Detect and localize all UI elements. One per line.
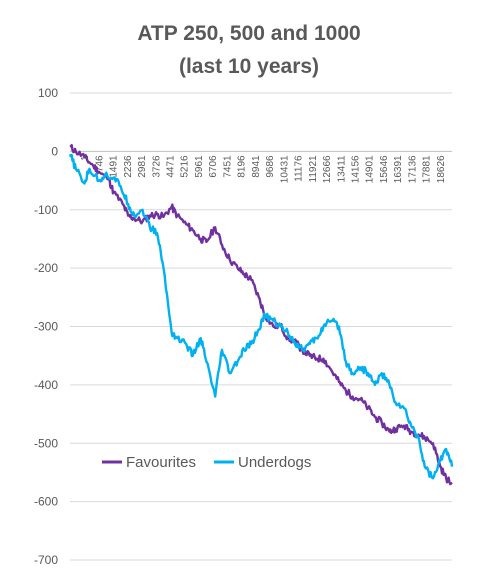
y-tick-label: 0 [51,144,58,158]
y-tick-label: -300 [34,320,58,334]
y-tick-label: -400 [34,378,58,392]
x-tick-label: 14901 [365,155,376,183]
chart-title-line: (last 10 years) [179,55,319,78]
series-line-underdogs [68,153,454,480]
series-line-favourites [69,144,453,486]
x-tick-label: 8196 [237,155,248,178]
x-tick-label: 11176 [294,155,305,182]
chart-title: ATP 250, 500 and 1000 (last 10 years) [137,22,360,78]
x-tick-label: 13411 [336,155,347,183]
legend-label: Underdogs [238,454,311,471]
x-tick-label: 5961 [194,155,205,178]
legend-label: Favourites [126,454,196,471]
x-tick-label: 18626 [436,155,447,183]
x-tick-label: 3726 [151,155,162,178]
x-tick-label: 8941 [251,155,262,178]
y-tick-label: -500 [34,436,58,450]
legend: Favourites Underdogs [102,454,311,471]
x-tick-label: 2236 [123,155,134,178]
x-tick-label: 16391 [393,155,404,183]
y-axis-tick-labels: 100 0 -100 -200 -300 -400 -500 -600 -700 [34,86,58,567]
y-tick-label: -600 [34,495,58,509]
x-tick-label: 746 [94,155,105,172]
x-tick-label: 15646 [379,155,390,183]
y-tick-label: -200 [34,261,58,275]
y-tick-label: 100 [38,86,58,100]
x-tick-label: 1491 [109,155,120,178]
x-tick-label: 4471 [166,155,177,178]
x-tick-label: 11921 [308,155,319,183]
gridlines [70,92,452,561]
x-tick-label: 2981 [137,155,148,178]
x-tick-label: 12666 [322,155,333,183]
x-tick-label: 5216 [180,155,191,178]
x-tick-label: 17881 [422,155,433,183]
x-tick-label: 17136 [407,155,418,183]
x-axis-tick-labels: 1 746 1491 2236 2981 3726 4471 5216 5961 6706 7451… [80,155,447,183]
x-tick-label: 9686 [265,155,276,178]
x-tick-label: 6706 [208,155,219,178]
y-tick-label: -100 [34,203,58,217]
y-tick-label: -700 [34,553,58,567]
x-tick-label: 7451 [222,155,233,178]
x-tick-label: 10431 [279,155,290,183]
chart-title-line: ATP 250, 500 and 1000 [137,22,360,45]
x-tick-label: 14156 [351,155,362,183]
series-lines [68,144,454,486]
